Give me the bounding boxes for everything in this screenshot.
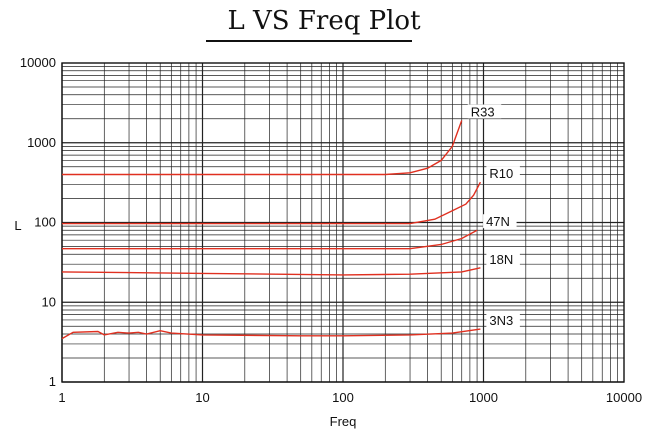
chart-title: L VS Freq Plot — [227, 6, 421, 36]
series-label-r33: R33 — [471, 105, 495, 120]
tick-labels: 1 10 100 1000 10000 1 10 100 1000 10000 — [20, 55, 642, 405]
grid — [61, 62, 625, 383]
series-line-47n — [62, 229, 478, 250]
x-tick-label: 1000 — [469, 390, 498, 405]
x-tick-label: 10 — [195, 390, 209, 405]
y-tick-label: 1 — [49, 374, 56, 389]
series-label-bg — [486, 251, 520, 266]
x-tick-label: 10000 — [606, 390, 642, 405]
title-underline — [206, 40, 412, 42]
series-line-18n — [61, 267, 481, 276]
series-label-r10: R10 — [489, 166, 513, 181]
series-label-bg — [483, 214, 517, 229]
y-tick-label: 10000 — [20, 55, 56, 70]
series-label-bg — [486, 166, 520, 181]
y-axis-label: L — [14, 218, 21, 233]
series-line-r10 — [62, 181, 482, 225]
series-line-3n3 — [61, 328, 481, 340]
series-labels: R33 R10 47N 18N 3N3 — [467, 104, 520, 328]
y-tick-label: 10 — [42, 294, 56, 309]
x-axis-label: Freq — [330, 414, 357, 429]
series-label-bg — [467, 104, 502, 119]
series-lines — [61, 120, 482, 340]
series-label-47n: 47N — [486, 214, 510, 229]
series-label-bg — [486, 313, 520, 328]
series-label-18n: 18N — [489, 252, 513, 267]
series-line-r33 — [62, 120, 463, 176]
plot-border — [61, 62, 625, 383]
y-tick-label: 100 — [34, 215, 56, 230]
x-tick-label: 1 — [58, 390, 65, 405]
x-tick-label: 100 — [332, 390, 354, 405]
y-tick-label: 1000 — [27, 135, 56, 150]
series-label-3n3: 3N3 — [489, 313, 513, 328]
